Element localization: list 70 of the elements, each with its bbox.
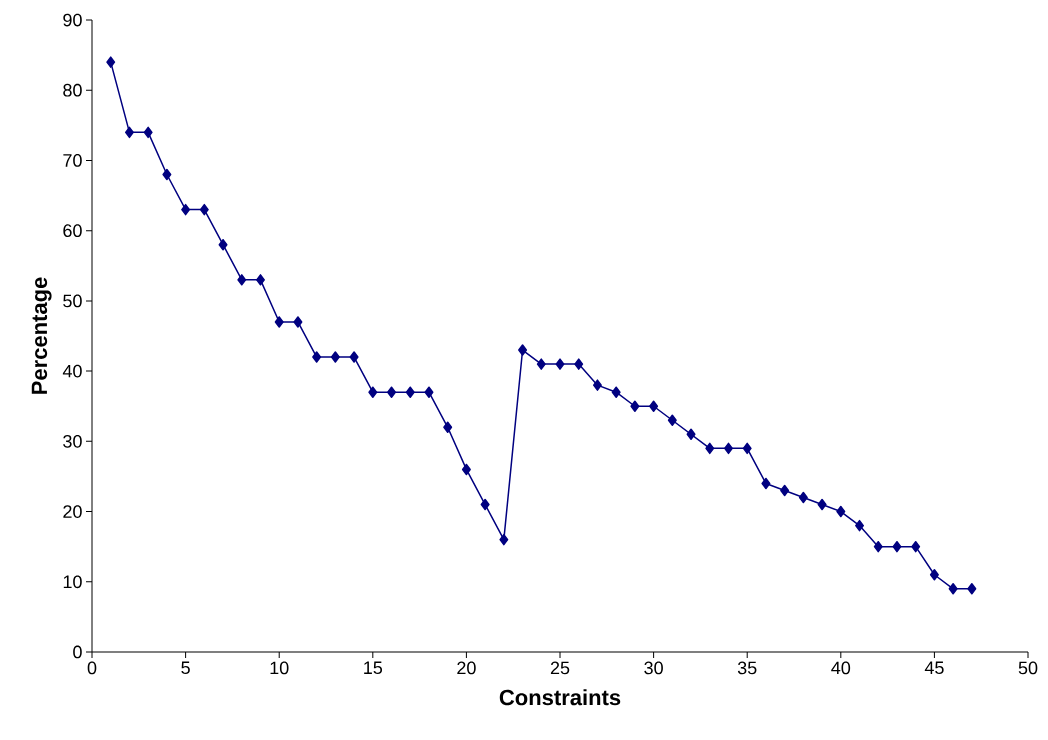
x-tick-label: 0 [87, 661, 97, 675]
point [855, 519, 865, 532]
point [948, 583, 958, 595]
point [143, 126, 153, 139]
point [723, 442, 733, 455]
point [405, 386, 415, 398]
y-tick-label: 40 [62, 364, 82, 378]
x-tick-label: 25 [550, 661, 570, 675]
y-tick-label: 50 [63, 294, 82, 308]
point [124, 126, 134, 139]
point [630, 400, 640, 412]
y-tick-label: 20 [63, 505, 82, 518]
point [443, 421, 453, 434]
y-tick-label: 0 [73, 645, 82, 659]
x-tick-label: 5 [181, 661, 190, 675]
point [967, 583, 977, 595]
point [368, 386, 378, 398]
point [892, 540, 902, 553]
point [162, 168, 172, 181]
point [611, 386, 621, 398]
y-tick-label: 80 [63, 83, 82, 97]
point [798, 491, 808, 504]
x-axis-title: Constraints [499, 689, 621, 706]
point [255, 274, 265, 286]
y-tick-label: 70 [63, 154, 82, 167]
point [106, 56, 116, 68]
point [518, 344, 528, 356]
point [424, 386, 434, 398]
point [929, 569, 939, 581]
point [461, 463, 471, 476]
point [817, 498, 827, 511]
point [218, 238, 228, 251]
point [274, 316, 284, 328]
point [181, 203, 191, 216]
x-tick-label: 30 [644, 661, 663, 675]
point [536, 358, 546, 370]
x-tick-label: 50 [1018, 661, 1038, 675]
y-tick-label: 10 [63, 575, 82, 589]
x-tick-label: 45 [924, 661, 944, 675]
y-tick-label: 90 [63, 13, 82, 27]
point [312, 351, 322, 363]
x-tick-label: 15 [364, 661, 383, 675]
point [780, 484, 790, 497]
point [199, 203, 209, 216]
point [686, 428, 696, 441]
point [349, 351, 359, 363]
point [555, 358, 565, 370]
point [480, 498, 490, 511]
point [836, 505, 846, 518]
point [237, 274, 247, 286]
point [667, 414, 677, 427]
point [873, 540, 883, 553]
point [293, 316, 303, 328]
x-tick-label: 20 [457, 661, 476, 675]
y-axis-title: Percentage [31, 277, 52, 394]
x-tick-label: 35 [737, 661, 757, 675]
x-tick-label: 10 [270, 661, 289, 675]
point [705, 442, 715, 455]
x-tick-label: 40 [831, 661, 851, 675]
y-tick-label: 30 [63, 434, 82, 448]
point [742, 442, 752, 455]
point [387, 386, 397, 398]
point [574, 358, 584, 370]
point [499, 533, 509, 546]
point [761, 477, 771, 490]
y-tick-label: 60 [63, 224, 82, 238]
point [649, 400, 659, 412]
point [911, 540, 921, 553]
point [330, 351, 340, 363]
point [592, 379, 602, 391]
